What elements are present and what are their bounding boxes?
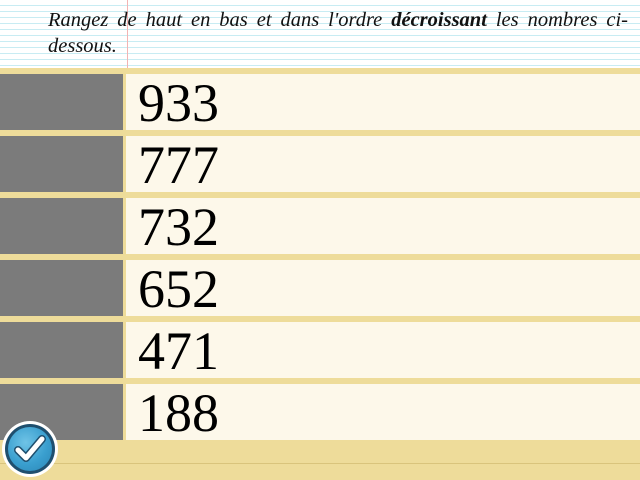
- number-cell[interactable]: 471: [126, 321, 640, 381]
- number-value: 188: [138, 383, 219, 443]
- number-value: 732: [138, 197, 219, 257]
- number-value: 652: [138, 259, 219, 319]
- drag-handle[interactable]: [0, 74, 123, 130]
- list-item[interactable]: 471: [0, 321, 640, 381]
- number-cell[interactable]: 732: [126, 197, 640, 257]
- drag-handle[interactable]: [0, 260, 123, 316]
- validate-button-face: [8, 427, 52, 471]
- sortable-list: 933 777 732 652 471 188: [0, 74, 640, 446]
- number-cell[interactable]: 777: [126, 135, 640, 195]
- separator-strip: [0, 68, 640, 74]
- number-cell[interactable]: 933: [126, 73, 640, 133]
- validate-button[interactable]: [2, 421, 58, 477]
- validate-button-ring: [5, 424, 55, 474]
- number-cell[interactable]: 652: [126, 259, 640, 319]
- list-item[interactable]: 777: [0, 135, 640, 195]
- notebook-margin-line: [127, 0, 128, 68]
- number-cell[interactable]: 188: [126, 383, 640, 443]
- instruction-emphasis: décroissant: [391, 9, 487, 31]
- instruction-text: Rangez de haut en bas et dans l'ordre dé…: [48, 7, 628, 59]
- list-item[interactable]: 933: [0, 73, 640, 133]
- list-item[interactable]: 732: [0, 197, 640, 257]
- drag-handle[interactable]: [0, 322, 123, 378]
- number-value: 933: [138, 73, 219, 133]
- list-item[interactable]: 188: [0, 383, 640, 443]
- instruction-panel: Rangez de haut en bas et dans l'ordre dé…: [0, 0, 640, 68]
- footer-divider: [0, 463, 640, 464]
- list-item[interactable]: 652: [0, 259, 640, 319]
- drag-handle[interactable]: [0, 136, 123, 192]
- number-value: 471: [138, 321, 219, 381]
- checkmark-icon: [14, 435, 46, 462]
- instruction-text-start: Rangez de haut en bas et dans l'ordre: [48, 9, 392, 31]
- instruction-text-end: les nombres ci-dessous.: [48, 9, 628, 57]
- drag-handle[interactable]: [0, 198, 123, 254]
- number-value: 777: [138, 135, 219, 195]
